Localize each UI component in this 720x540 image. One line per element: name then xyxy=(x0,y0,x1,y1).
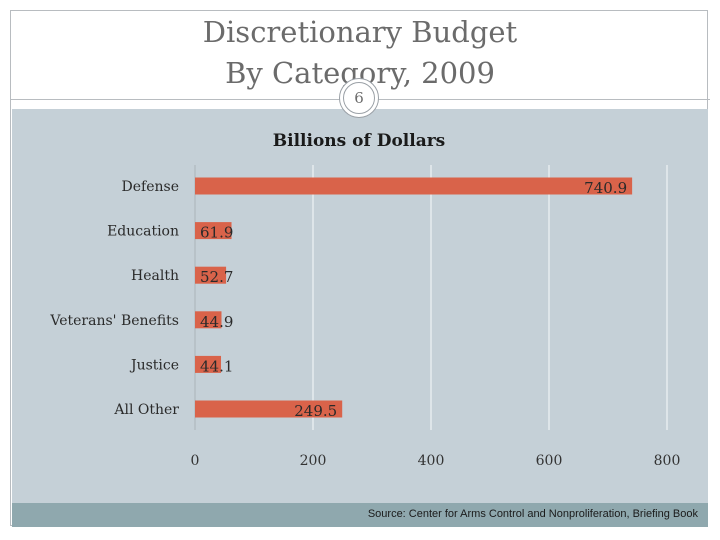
category-label: Education xyxy=(107,224,179,240)
slide-title-line-1: Discretionary Budget xyxy=(202,15,518,49)
chart-area xyxy=(12,109,708,503)
bar xyxy=(195,222,232,240)
x-tick-label: 800 xyxy=(654,453,681,469)
x-tick-label: 600 xyxy=(536,453,563,469)
data-label: 61.9 xyxy=(200,224,233,242)
slide-number-ring xyxy=(343,82,375,114)
bar xyxy=(195,311,222,329)
category-label: Justice xyxy=(129,357,179,373)
bar xyxy=(195,400,343,418)
data-label: 740.9 xyxy=(584,179,627,197)
data-label: 249.5 xyxy=(294,402,337,420)
source-citation: Source: Center for Arms Control and Nonp… xyxy=(367,508,698,520)
slide-number-badge: 6 xyxy=(339,78,379,118)
bar xyxy=(195,177,633,195)
data-label: 44.9 xyxy=(200,313,233,331)
x-tick-label: 200 xyxy=(300,453,327,469)
category-label: Defense xyxy=(122,179,179,195)
data-label: 52.7 xyxy=(200,268,233,286)
category-label: All Other xyxy=(113,402,179,418)
chart-title: Billions of Dollars xyxy=(273,131,446,151)
x-tick-label: 400 xyxy=(418,453,445,469)
data-label: 44.1 xyxy=(200,357,233,375)
bar xyxy=(195,266,227,284)
bar xyxy=(195,355,222,373)
footer-band: Source: Center for Arms Control and Nonp… xyxy=(12,503,708,527)
category-label: Veterans' Benefits xyxy=(49,313,179,329)
category-label: Health xyxy=(131,268,179,284)
x-tick-label: 0 xyxy=(191,453,200,469)
